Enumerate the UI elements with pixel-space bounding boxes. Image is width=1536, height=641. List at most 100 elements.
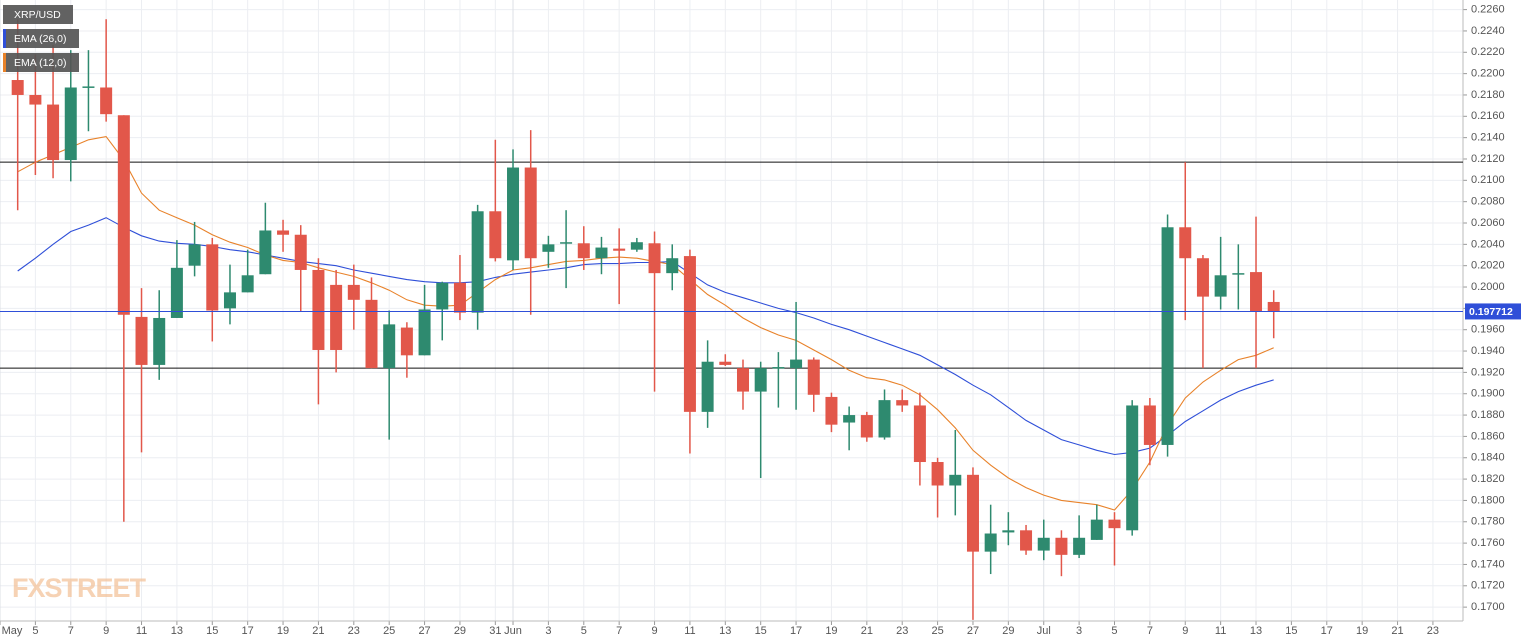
x-tick-label: 29 [1002,625,1014,637]
candle-body [648,243,661,274]
candle-body [577,243,590,259]
legend-label: EMA (12,0) [14,57,67,69]
y-tick-label: 0.1900 [1471,388,1505,400]
candle-body [595,247,608,259]
candle-body [1002,530,1015,533]
candle-body [383,324,396,369]
candle-body [294,234,307,270]
x-tick-label: May [2,625,23,637]
y-tick-label: 0.2200 [1471,68,1505,80]
x-tick-label: 3 [1076,625,1082,637]
candle-body [719,361,732,365]
x-tick-label: 25 [383,625,395,637]
candle-body [1196,258,1209,297]
candle-body [453,282,466,313]
x-tick-label: 13 [1250,625,1262,637]
legend-swatch [3,53,6,72]
x-tick-label: 11 [684,625,695,637]
candle-body [931,462,944,486]
x-tick-label: 13 [171,625,183,637]
x-tick-label: 15 [755,625,767,637]
legend-label: EMA (26,0) [14,33,67,45]
x-tick-label: 19 [277,625,289,637]
candle-body [223,292,236,309]
candle-body [188,244,201,266]
x-tick-label: 9 [103,625,109,637]
candle-body [489,211,502,259]
candle-body [1108,519,1121,529]
candle-body [524,167,537,259]
candle-body [1073,537,1086,555]
candle-body [1037,537,1050,551]
candle-body [1214,275,1227,297]
candle-body [843,415,856,423]
y-tick-label: 0.2140 [1471,132,1505,144]
candle-body [966,474,979,552]
last-price-label: 0.197712 [1469,306,1513,318]
candle-body [135,316,148,365]
candle-body [277,230,290,235]
watermark: FXSTREET [12,573,147,603]
y-tick-label: 0.1780 [1471,516,1505,528]
candle-body [330,284,343,350]
y-tick-label: 0.1700 [1471,601,1505,613]
x-tick-label: 27 [967,625,979,637]
x-tick-label: Jul [1037,625,1051,637]
candle-body [1126,405,1139,531]
candle-body [64,87,77,161]
candle-body [807,359,820,395]
candle-body [878,400,891,438]
x-tick-label: 5 [32,625,38,637]
x-tick-label: 19 [1356,625,1368,637]
candle-body [701,361,714,412]
candle-body [666,258,679,274]
y-tick-label: 0.1840 [1471,452,1505,464]
y-tick-label: 0.2240 [1471,25,1505,37]
candle-body [365,299,378,369]
candle-body [1250,272,1263,312]
legend-box [3,5,73,24]
candle-body [117,115,130,315]
candle-body [347,284,360,300]
candle-body [1055,537,1068,555]
y-tick-label: 0.1760 [1471,537,1505,549]
candle-body [82,86,95,88]
last-price-box [1465,303,1521,320]
y-tick-label: 0.1720 [1471,580,1505,592]
x-tick-label: 23 [1427,625,1439,637]
x-tick-label: 5 [1111,625,1117,637]
x-tick-label: 19 [825,625,837,637]
y-tick-label: 0.2080 [1471,196,1505,208]
candle-body [206,244,219,311]
x-tick-label: 9 [1182,625,1188,637]
x-tick-label: 17 [242,625,254,637]
y-tick-label: 0.2020 [1471,260,1505,272]
y-tick-label: 0.1960 [1471,324,1505,336]
candle-body [860,415,873,438]
candle-body [984,533,997,552]
x-tick-label: 21 [312,625,324,637]
y-tick-label: 0.2100 [1471,174,1505,186]
x-tick-label: 27 [418,625,430,637]
candle-body [1232,273,1245,275]
x-tick-label: 11 [1215,625,1226,637]
y-tick-label: 0.1860 [1471,430,1505,442]
x-tick-label: 7 [1147,625,1153,637]
candle-body [170,267,183,318]
x-tick-label: 5 [581,625,587,637]
x-tick-label: 15 [1285,625,1297,637]
legend-label: XRP/USD [14,9,61,21]
candle-body [418,309,431,356]
legend-box [3,53,79,72]
candle-body [825,396,838,425]
x-tick-label: 21 [861,625,873,637]
y-tick-label: 0.2180 [1471,89,1505,101]
x-tick-label: 17 [1321,625,1333,637]
candle-body [11,80,24,95]
candle-body [259,230,272,275]
candle-body [1179,227,1192,259]
y-tick-label: 0.2040 [1471,238,1505,250]
candle-body [1267,301,1280,312]
candle-body [471,211,484,313]
y-tick-label: 0.2060 [1471,217,1505,229]
